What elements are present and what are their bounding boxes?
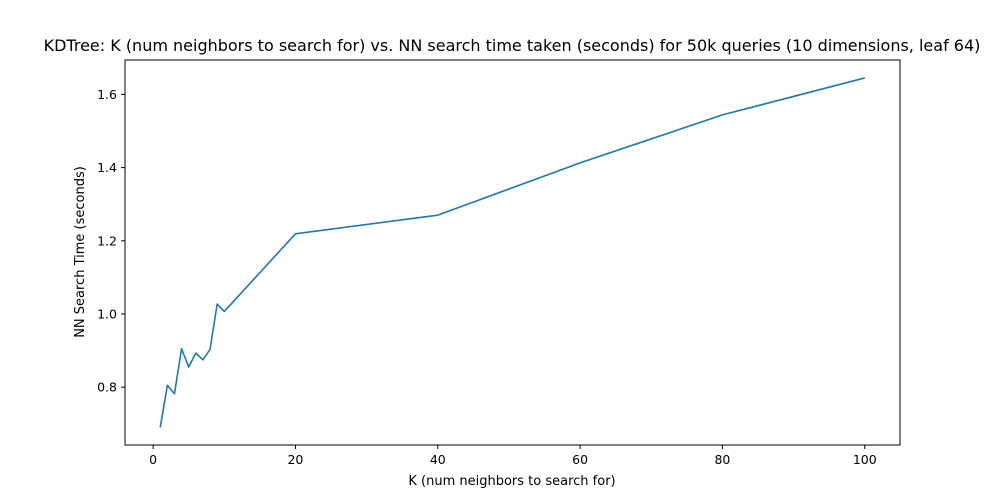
y-tick-label: 0.8 — [97, 380, 117, 395]
x-tick-label: 80 — [714, 452, 730, 467]
y-tick-label: 1.0 — [97, 306, 117, 321]
axes-frame — [124, 59, 901, 446]
series-layer — [159, 77, 865, 428]
x-axis-label: K (num neighbors to search for) — [408, 474, 615, 489]
chart-title: KDTree: K (num neighbors to search for) … — [44, 36, 981, 55]
x-tick-label: 100 — [853, 452, 877, 467]
x-tick-label: 40 — [430, 452, 446, 467]
y-tick-label: 1.2 — [97, 233, 117, 248]
series-line — [159, 77, 865, 428]
x-tick-label: 60 — [572, 452, 588, 467]
x-axis: 0 20 40 60 80 100 — [149, 445, 877, 467]
plot-area — [124, 59, 901, 446]
x-tick-label: 20 — [287, 452, 303, 467]
x-tick-label: 0 — [149, 452, 157, 467]
y-axis: 0.8 1.0 1.2 1.4 1.6 — [97, 87, 125, 395]
y-tick-label: 1.6 — [97, 87, 117, 102]
y-axis-label: NN Search Time (seconds) — [73, 166, 88, 338]
y-tick-label: 1.4 — [97, 160, 117, 175]
